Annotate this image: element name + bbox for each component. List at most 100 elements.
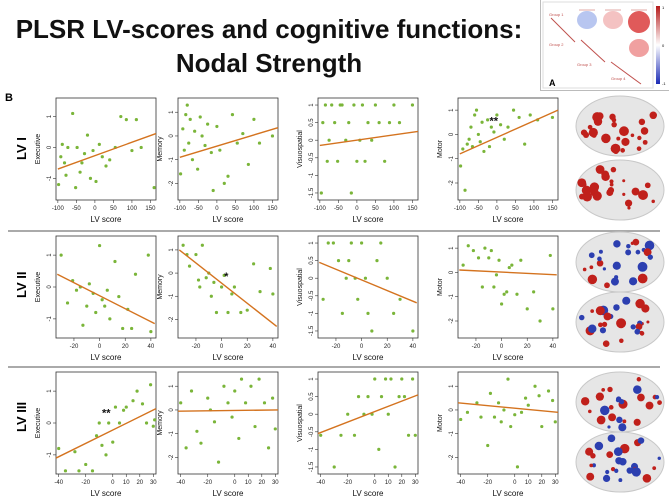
brain-node-0-5 <box>619 126 629 137</box>
chart-r0c1-point-11 <box>200 134 204 138</box>
chart-r2c2-point-14 <box>389 377 393 381</box>
brain-node-5-12 <box>607 434 616 443</box>
chart-r2c3-xtick-label-0: -40 <box>456 480 465 486</box>
chart-r1c0-ytick-label-1: 0 <box>47 285 53 289</box>
chart-r0c2-xtick-label-3: 50 <box>372 206 379 212</box>
chart-r0c2-ytick-label-3: 0 <box>309 138 315 142</box>
panel-a-inset: Group 1 Group 2 Group 3 Group 4 1 0 -1 A <box>540 0 669 91</box>
colorbar-tick-mid: 0 <box>662 43 665 48</box>
brain-node-4-8 <box>618 423 627 432</box>
chart-r0c2-ytick-label-2: -0.5 <box>309 152 315 163</box>
chart-r0c0-point-25 <box>139 145 143 150</box>
chart-r1c3-point-13 <box>505 290 509 294</box>
brain-node-5-5 <box>610 466 616 472</box>
chart-r2c0-fit-line <box>55 408 157 459</box>
chart-r2c0-point-4 <box>84 462 88 467</box>
brain-node-4-21 <box>600 405 610 416</box>
chart-r0c0-ylabel: Executive <box>35 134 42 164</box>
chart-r2c2-point-21 <box>413 433 417 437</box>
inset-cell-pos-1 <box>603 11 623 29</box>
chart-r0c3-point-11 <box>480 120 484 124</box>
chart-r1c3-xtick-label-3: 40 <box>550 344 557 350</box>
chart-r0c3-point-9 <box>476 132 480 137</box>
chart-r1c0-fit-line <box>56 273 156 325</box>
chart-r1c2-point-4 <box>340 311 344 315</box>
chart-r2c2-point-20 <box>410 377 415 381</box>
chart-r2c0-point-21 <box>151 424 155 428</box>
chart-r2c2-point-2 <box>339 433 343 437</box>
chart-r1c1-point-22 <box>271 292 275 296</box>
chart-r2c1-ytick-label-1: -1 <box>169 430 175 436</box>
chart-r2c1-xtick-label-1: -20 <box>203 480 212 486</box>
chart-r1c0-ytick-label-2: 1 <box>47 253 53 257</box>
chart-r2c3-point-13 <box>515 465 520 469</box>
chart-r1c3-xlabel: LV score <box>493 353 525 362</box>
chart-r2c3-point-14 <box>519 410 524 414</box>
brain-node-2-15 <box>643 248 652 257</box>
brain-render-3 <box>575 291 665 353</box>
brain-render-5 <box>575 431 665 493</box>
chart-r0c3-point-17 <box>495 113 499 117</box>
chart-r0c0-point-0 <box>56 182 61 187</box>
brain-node-5-19 <box>642 473 652 483</box>
brain-node-0-15 <box>638 118 646 126</box>
chart-r0c0-ytick-label-1: 0 <box>47 145 53 149</box>
brain-node-2-22 <box>582 267 587 272</box>
chart-r0c2-xtick-label-4: 100 <box>389 206 400 212</box>
chart-r2c2-ytick-label-1: -1 <box>309 446 315 452</box>
brain-node-2-5 <box>612 261 621 270</box>
chart-r2c3-ylabel: Motor <box>437 413 444 432</box>
chart-r2c0-point-5 <box>90 469 95 473</box>
brain-node-2-11 <box>644 240 655 251</box>
chart-r0c1-point-3 <box>184 113 188 117</box>
chart-r0c3-point-18 <box>498 123 503 127</box>
row-separator-2 <box>8 366 660 368</box>
chart-r0c2-point-23 <box>387 121 392 125</box>
brain-node-2-24 <box>637 261 648 272</box>
chart-r1c1-xtick-label-1: 0 <box>220 344 224 350</box>
chart-r0c0-point-18 <box>104 164 108 168</box>
chart-r0c0-xtick-label-4: 100 <box>127 206 138 212</box>
brain-node-4-22 <box>619 399 625 405</box>
chart-r2c1-ytick-label-3: 1 <box>169 384 175 388</box>
inset-group-label-1: Group 1 <box>549 12 564 17</box>
chart-r0c3-point-4 <box>467 137 471 141</box>
chart-r0c3-point-20 <box>506 125 510 129</box>
brain-node-2-2 <box>625 249 632 256</box>
chart-r1c3-point-9 <box>494 273 499 277</box>
inset-diag-2 <box>580 39 606 63</box>
chart-r2c0-xtick-label-0: -40 <box>54 480 63 486</box>
chart-r1c3-point-0 <box>461 263 465 267</box>
chart-r2c3-point-3 <box>479 415 483 419</box>
chart-r2c2-point-17 <box>400 377 404 381</box>
chart-r0c0-point-21 <box>119 114 123 119</box>
brain-node-5-8 <box>637 437 645 444</box>
chart-r2c2-point-7 <box>366 395 370 399</box>
brain-node-4-7 <box>657 400 662 405</box>
brain-node-2-20 <box>598 249 603 254</box>
chart-r0c1-point-19 <box>226 174 230 178</box>
brain-node-1-20 <box>601 172 610 181</box>
chart-r0c1-xtick-label-4: 100 <box>249 206 260 212</box>
chart-r2c1-xtick-label-0: -40 <box>176 480 185 486</box>
chart-r1c1-point-19 <box>252 262 256 266</box>
chart-r2c2-point-0 <box>319 433 323 437</box>
inset-cell-pos-3 <box>629 39 649 57</box>
chart-r0c2-point-14 <box>355 159 359 163</box>
brain-node-5-1 <box>652 466 657 471</box>
brain-node-1-7 <box>609 182 614 187</box>
chart-r2c2: -40 -20 0 10 20 30 -1.5 -1 -0.5 0 0.5 1 LV score Visu… <box>297 371 419 498</box>
chart-r2c1-point-19 <box>262 401 267 405</box>
chart-r0c2-ytick-label-0: -1.5 <box>309 187 315 198</box>
chart-r2c0-point-6 <box>94 434 99 438</box>
chart-r2c0-point-14 <box>121 408 126 412</box>
chart-r0c2-plot-frame <box>317 97 419 201</box>
chart-r0c2-xlabel: LV score <box>353 215 385 224</box>
chart-r2c3-plot-frame <box>457 371 559 475</box>
chart-r0c1-xlabel: LV score <box>213 215 245 224</box>
chart-r2c2-xtick-label-0: -40 <box>316 480 325 486</box>
chart-r0c2-point-11 <box>347 121 351 125</box>
figure-title: PLSR LV-scores and cognitive functions: … <box>0 0 538 90</box>
brain-node-2-25 <box>630 241 635 245</box>
brain-render-2 <box>575 231 665 293</box>
